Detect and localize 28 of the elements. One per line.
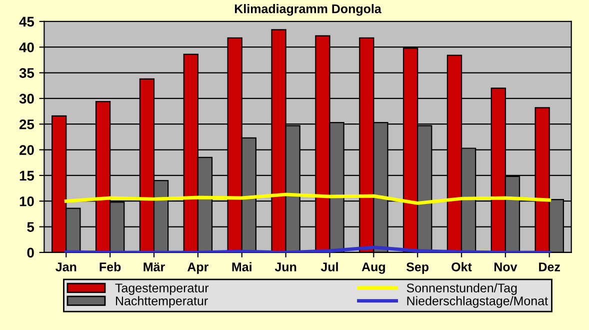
legend-label: Niederschlagstage/Monat <box>407 296 548 308</box>
x-tick-label: Jun <box>274 262 296 272</box>
x-tick-label: Jan <box>56 262 76 272</box>
legend-label: Sonnenstunden/Tag <box>406 283 517 295</box>
x-tick-label: Okt <box>452 262 472 272</box>
y-tick-label: 10 <box>20 196 34 206</box>
y-tick-label: 40 <box>19 42 34 52</box>
x-tick-label: Aug <box>362 262 385 274</box>
x-tick-label: Mai <box>232 262 252 272</box>
legend-label: Tagestemperatur <box>115 284 209 295</box>
line-series <box>64 192 552 205</box>
y-tick-label: 35 <box>19 68 34 78</box>
y-tick-label: 15 <box>20 170 34 181</box>
y-tick-label: 0 <box>27 248 34 258</box>
legend-label: Nachttemperatur <box>116 296 208 308</box>
y-tick-label: 20 <box>19 145 34 155</box>
x-tick-label: Sep <box>406 262 429 274</box>
x-tick-label: Jul <box>320 262 338 272</box>
x-tick-label: Dez <box>539 262 560 272</box>
chart-title: Klimadiagramm Dongola <box>234 4 382 16</box>
y-tick-label: 45 <box>19 16 34 27</box>
x-tick-label: Feb <box>100 262 121 272</box>
y-tick-label: 5 <box>27 222 34 232</box>
y-tick-label: 30 <box>19 94 34 104</box>
y-tick-label: 25 <box>19 119 34 130</box>
x-tick-label: Mär <box>144 262 165 272</box>
x-tick-label: Nov <box>494 262 518 272</box>
x-tick-label: Apr <box>187 262 209 274</box>
